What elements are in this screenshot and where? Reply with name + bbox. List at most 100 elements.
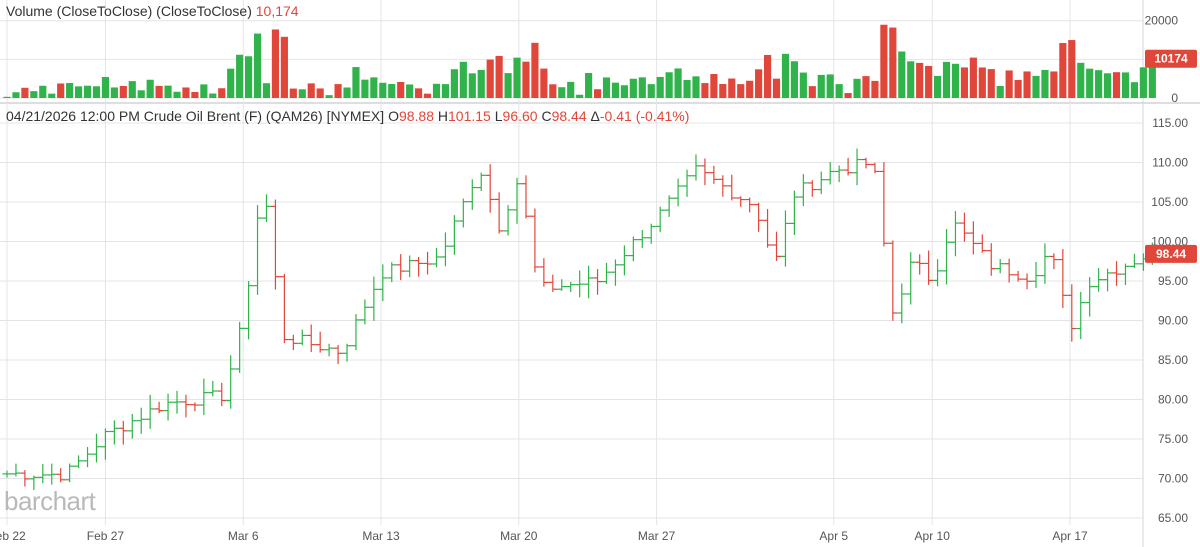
volume-bar: [334, 84, 342, 98]
date-tick-label: Mar 27: [638, 529, 676, 543]
volume-bar: [620, 85, 628, 98]
ohlc-bar: [691, 154, 701, 181]
ohlc-bar: [602, 262, 611, 284]
volume-bar: [450, 69, 458, 98]
ohlc-bar: [74, 455, 84, 469]
volume-bar: [218, 88, 226, 98]
ohlc-bar: [548, 274, 558, 292]
change-label: Δ: [590, 108, 600, 124]
volume-bar: [737, 84, 745, 98]
ohlc-bar: [807, 180, 817, 197]
ohlc-bar: [682, 169, 692, 197]
ohlc-bar: [306, 324, 316, 352]
price-tick-label: 70.00: [1158, 472, 1188, 486]
ohlc-bar: [1112, 261, 1122, 286]
ohlc-bar: [172, 390, 182, 414]
volume-bar: [397, 81, 405, 98]
volume-bar: [12, 92, 20, 98]
ohlc-bar: [709, 165, 719, 184]
volume-bar: [647, 84, 655, 98]
ohlc-bar: [1049, 253, 1059, 270]
volume-bar: [1059, 43, 1067, 98]
volume-bar: [200, 84, 208, 98]
price-tick-label: 95.00: [1158, 274, 1188, 288]
volume-bar: [307, 83, 315, 98]
volume-bar: [746, 80, 754, 98]
price-tick-label: 115.00: [1152, 116, 1188, 130]
volume-bar: [21, 87, 29, 98]
volume-bar: [495, 55, 503, 98]
ohlc-bar: [288, 334, 298, 351]
ohlc-bar: [351, 313, 361, 351]
ohlc-bar: [190, 402, 200, 412]
ohlc-bar: [262, 194, 271, 222]
volume-bar: [719, 84, 727, 98]
volume-bar: [638, 77, 646, 98]
volume-bar: [1077, 62, 1085, 98]
volume-bar: [1014, 79, 1022, 98]
volume-bar: [101, 77, 110, 98]
volume-bar: [173, 91, 181, 98]
ohlc-bar: [56, 468, 66, 483]
ohlc-bar: [154, 401, 164, 414]
ohlc-bar: [333, 344, 343, 365]
ohlc-bar: [92, 433, 101, 463]
ohlc-bar: [557, 279, 567, 291]
ohlc-bar: [628, 236, 638, 262]
volume-bar: [504, 73, 512, 98]
ohlc-bar: [870, 162, 880, 174]
ohlc-bar: [208, 380, 218, 397]
close-label: C: [541, 108, 552, 124]
volume-bar: [585, 72, 593, 98]
ohlc-bar: [879, 162, 889, 247]
volume-bar: [576, 94, 584, 98]
volume-bar: [593, 89, 602, 98]
volume-bar: [898, 51, 906, 98]
ohlc-bar: [1058, 248, 1068, 308]
ohlc-bar: [780, 210, 790, 267]
volume-bar: [549, 84, 557, 98]
ohlc-bar: [20, 470, 30, 487]
price-tick-label: 75.00: [1158, 432, 1188, 446]
volume-bar: [513, 57, 521, 98]
volume-bar: [352, 67, 360, 98]
ohlc-bar: [38, 464, 48, 484]
ohlc-bar: [986, 243, 996, 276]
volume-bar: [925, 65, 933, 98]
volume-bar: [370, 77, 378, 98]
volume-bar: [978, 67, 986, 98]
high-value: 101.15: [448, 108, 491, 124]
volume-bars: [3, 24, 1156, 99]
barchart-logo: barchart: [4, 486, 96, 516]
volume-bar: [1130, 82, 1139, 98]
volume-bar: [1086, 68, 1094, 98]
ohlc-bar: [163, 393, 173, 421]
ohlc-bar: [235, 321, 245, 373]
volume-bar: [388, 84, 396, 98]
ohlc-bar: [772, 231, 781, 261]
ohlc-bar: [825, 162, 835, 185]
ohlc-bar: [924, 250, 934, 285]
volume-bar: [316, 88, 324, 98]
volume-bar: [236, 54, 244, 98]
volume-header-value: 10,174: [255, 3, 299, 19]
ohlc-bar: [664, 195, 674, 217]
volume-bar: [75, 86, 83, 98]
volume-bar: [933, 75, 942, 98]
volume-bar: [683, 79, 691, 98]
ohlc-bar: [360, 299, 370, 325]
open-value: 98.88: [398, 108, 434, 124]
date-tick-label: Mar 20: [500, 529, 538, 543]
volume-bar: [262, 83, 271, 98]
ohlc-bar: [199, 378, 209, 415]
volume-bar: [298, 89, 306, 98]
ohlc-bar: [1004, 258, 1014, 283]
volume-bar: [343, 87, 351, 98]
ohlc-bar: [566, 281, 576, 293]
ohlc-bar: [977, 234, 987, 253]
change-value: -0.41 (-0.41%): [599, 108, 690, 124]
ohlc-bar: [736, 196, 746, 207]
volume-bar: [119, 86, 127, 98]
volume-bar: [889, 27, 897, 99]
